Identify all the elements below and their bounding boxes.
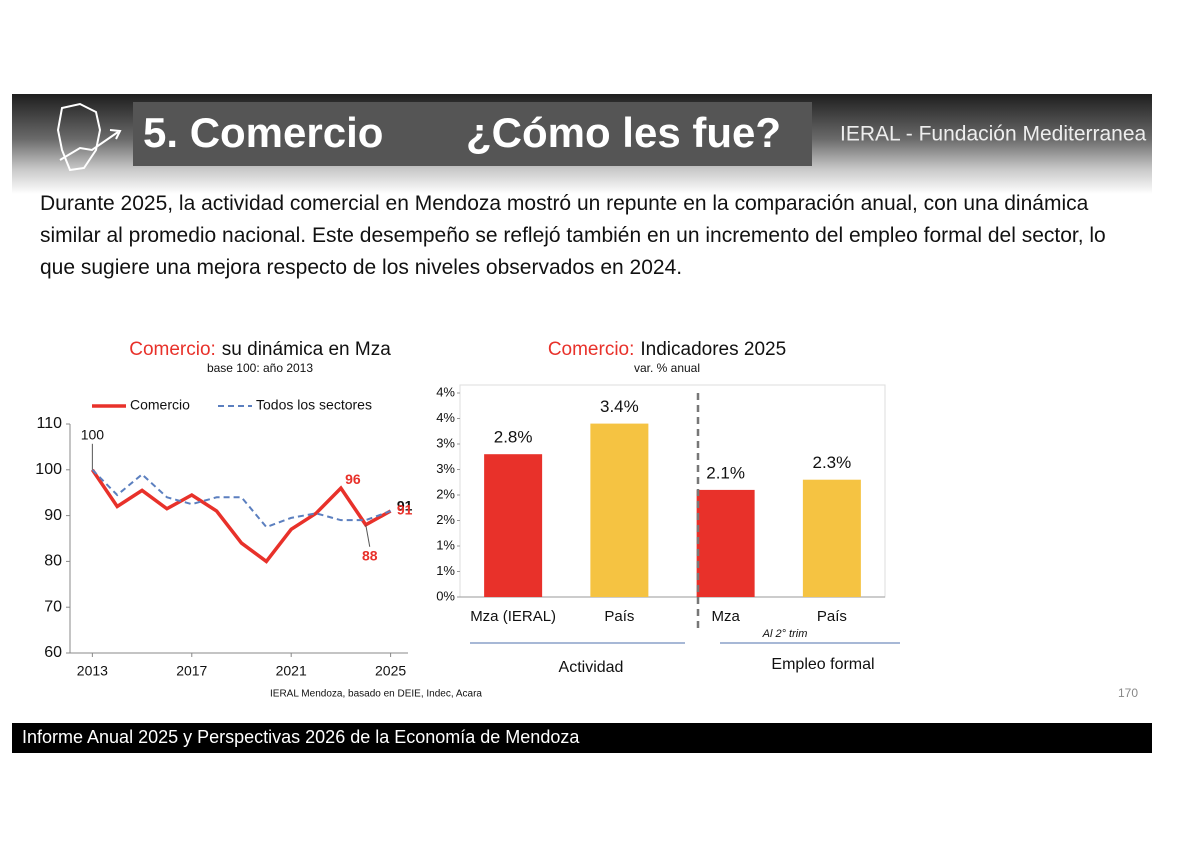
y-tick-label: 0%	[436, 588, 455, 603]
bar	[484, 454, 543, 597]
series-line	[90, 468, 392, 564]
bar	[696, 489, 755, 597]
data-label: 88	[362, 547, 378, 563]
title-box	[133, 102, 812, 166]
source-note: IERAL Mendoza, basado en DEIE, Indec, Ac…	[270, 689, 482, 700]
page-number: 170	[1118, 686, 1138, 700]
y-tick-label: 4%	[436, 410, 455, 425]
series-line	[91, 469, 391, 529]
legend-label: Comercio	[130, 397, 190, 413]
legend-label: Todos los sectores	[256, 397, 372, 413]
logo-icon	[56, 102, 122, 172]
y-tick-label: 100	[35, 461, 62, 478]
chart-title: Comercio: su dinámica en Mza	[129, 339, 391, 360]
chart-title-rest: su dinámica en Mza	[222, 339, 391, 360]
y-tick-label: 2%	[436, 512, 455, 527]
org-name: IERAL - Fundación Mediterranea	[840, 123, 1147, 146]
x-tick-label: Mza	[711, 608, 740, 625]
x-tick-label: País	[604, 608, 634, 625]
bar	[590, 423, 649, 597]
slide-question: ¿Cómo les fue?	[466, 109, 781, 156]
y-tick-label: 80	[44, 553, 62, 570]
paragraph: Durante 2025, la actividad comercial en …	[40, 192, 1106, 279]
y-tick-label: 4%	[436, 384, 455, 399]
data-label: 2.1%	[706, 463, 745, 482]
data-label: 2.8%	[494, 428, 533, 447]
chart-title-highlight: Comercio:	[129, 339, 216, 360]
data-label: 91	[397, 502, 413, 518]
y-tick-label: 60	[44, 644, 62, 661]
y-tick-label: 2%	[436, 486, 455, 501]
chart-title-rest: Indicadores 2025	[640, 339, 786, 360]
y-tick-label: 70	[44, 598, 62, 615]
chart-subtitle: base 100: año 2013	[207, 361, 313, 375]
chart-subtitle: var. % anual	[634, 361, 700, 375]
x-tick-label: 2017	[176, 663, 207, 679]
y-tick-label: 3%	[436, 461, 455, 476]
chart-title-highlight: Comercio:	[548, 339, 635, 360]
group-label: Actividad	[559, 659, 624, 676]
label-leader	[365, 524, 371, 547]
data-label: 96	[345, 471, 361, 487]
x-tick-label: 2013	[77, 663, 108, 679]
y-tick-label: 1%	[436, 563, 455, 578]
slide-title: 5. Comercio	[143, 109, 383, 156]
x-tick-label: 2025	[375, 663, 406, 679]
x-tick-label: Mza (IERAL)	[470, 608, 556, 625]
y-tick-label: 110	[36, 415, 62, 432]
group-label: Empleo formal	[771, 656, 874, 673]
footer-band	[12, 723, 1152, 753]
data-label: 91	[397, 498, 413, 514]
footer-text: Informe Anual 2025 y Perspectivas 2026 d…	[22, 727, 580, 747]
x-tick-label: País	[817, 608, 847, 625]
y-tick-label: 90	[44, 507, 62, 524]
y-tick-label: 3%	[436, 435, 455, 450]
bar	[802, 479, 861, 597]
group-note: Al 2° trim	[762, 628, 808, 640]
chart-title: Comercio: Indicadores 2025	[548, 339, 786, 360]
x-tick-label: 2021	[276, 663, 307, 679]
data-label: 100	[81, 427, 105, 443]
data-label: 2.3%	[813, 453, 852, 472]
y-tick-label: 1%	[436, 537, 455, 552]
data-label: 3.4%	[600, 397, 639, 416]
